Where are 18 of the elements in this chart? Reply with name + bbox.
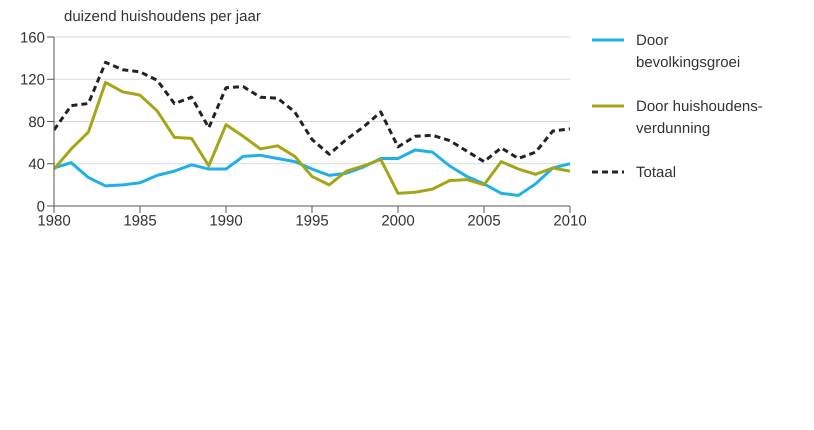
- y-axis-title: duizend huishoudens per jaar: [63, 8, 262, 27]
- x-tick-label: 1990: [209, 212, 243, 230]
- x-tick-label: 1985: [123, 212, 157, 230]
- x-tick-label: 2010: [553, 212, 587, 230]
- y-tick-label: 0: [36, 198, 45, 216]
- y-tick-label: 40: [28, 156, 45, 174]
- x-tick-label: 2000: [381, 212, 415, 230]
- legend-label: Totaal: [636, 163, 678, 183]
- line-series: [54, 80, 570, 195]
- x-tick-label: 2005: [467, 212, 501, 230]
- x-tick-label: 1995: [295, 212, 329, 230]
- legend-label: Door bevolkingsgroei: [636, 31, 742, 73]
- y-tick-label: 160: [20, 29, 45, 46]
- y-tick-label: 80: [28, 114, 45, 131]
- x-tick-label: 1980: [37, 212, 71, 230]
- line-series: [54, 60, 570, 164]
- y-tick-label: 120: [20, 72, 45, 89]
- legend-label: Door huishoudens-verdunning: [636, 97, 764, 139]
